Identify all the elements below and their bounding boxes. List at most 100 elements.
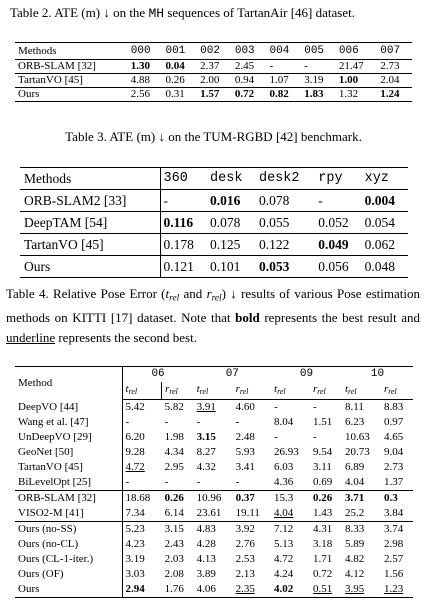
table-cell: 0.101 bbox=[207, 255, 256, 278]
table-cell: 1.00 bbox=[335, 73, 378, 88]
table-cell: 2.37 bbox=[197, 59, 232, 74]
method-name: ORB-SLAM [32] bbox=[15, 490, 123, 506]
table-cell: 4.04 bbox=[271, 505, 310, 522]
table-cell: 10.96 bbox=[196, 491, 222, 504]
table-row: ORB-SLAM [32] 1.30 0.04 2.37 2.45- -21.47 2.73 bbox=[15, 59, 412, 74]
cell-text: 0.049 bbox=[318, 237, 349, 252]
table-cell: 3.89 bbox=[196, 567, 216, 580]
table-caption: Table 2. ATE (m) ↓ on the MH sequences o… bbox=[10, 3, 420, 23]
method-name: ORB-SLAM [32] bbox=[15, 59, 128, 74]
column-subheader: trel bbox=[341, 382, 381, 400]
table-cell: 4.31 bbox=[312, 522, 333, 535]
table-cell: - bbox=[232, 474, 272, 491]
table-cell: 0.004 bbox=[361, 189, 408, 212]
method-name: Wang et al. [47] bbox=[15, 414, 123, 430]
method-name: Ours (no-SS) bbox=[15, 521, 123, 537]
caption-text: sequences of TartanAir [46] dataset. bbox=[164, 5, 355, 20]
table-cell: 0.31 bbox=[162, 87, 198, 102]
table-cell: 9.04 bbox=[383, 445, 404, 458]
table-cell: 18.68 bbox=[125, 491, 151, 504]
table: Method 06 07 09 10 trel rrel trel rrel trel rrel tr… bbox=[15, 366, 413, 598]
table-cell: 4.82 bbox=[344, 552, 365, 565]
table-cell: - bbox=[312, 400, 317, 413]
table-cell: 4.34 bbox=[164, 445, 184, 458]
column-header: 07 bbox=[225, 368, 239, 380]
table-cell: 20.73 bbox=[344, 445, 370, 458]
table-cell: 15.3 bbox=[274, 491, 294, 504]
cell-text: 3.71 bbox=[344, 491, 365, 504]
table-cell: - bbox=[235, 415, 240, 428]
subheader-subscript: rel bbox=[128, 386, 138, 396]
table-cell: 2.56 bbox=[127, 87, 163, 102]
table-cell: 3.15 bbox=[194, 430, 233, 445]
table-row: GeoNet [50] 9.28 4.34 8.27 5.93 26.93 9.54 20.7… bbox=[15, 444, 413, 460]
table-cell: 4.24 bbox=[274, 567, 294, 580]
table-cell: 4.23 bbox=[125, 537, 145, 550]
table-cell: 4.04 bbox=[341, 474, 381, 491]
table-cell: 3.95 bbox=[342, 582, 381, 598]
method-name: TartanVO [45] bbox=[15, 73, 128, 88]
table-row: Ours (CL-1-iter.) 3.19 2.03 4.13 2.53 4.72 1.7… bbox=[15, 551, 413, 567]
cell-text: 2.94 bbox=[125, 582, 145, 595]
cell-text: 1.57 bbox=[200, 88, 220, 100]
caption-text: underline bbox=[6, 330, 56, 346]
table-row: Ours 0.121 0.101 0.053 0.056 0.048 bbox=[20, 255, 408, 278]
table-cell: 2.73 bbox=[383, 460, 404, 473]
method-name: TartanVO [45] bbox=[20, 233, 161, 256]
table-cell: 5.23 bbox=[125, 522, 145, 535]
table-cell: 2.08 bbox=[164, 567, 184, 580]
table-cell: 2.95 bbox=[164, 460, 184, 473]
table-cell: 4.83 bbox=[196, 522, 216, 535]
caption-text: represents the second best. bbox=[55, 330, 197, 346]
table-cell: 3.15 bbox=[164, 522, 184, 535]
cell-text: 0.004 bbox=[364, 193, 395, 208]
cell-text: 0.51 bbox=[312, 582, 333, 595]
method-name: Ours bbox=[15, 581, 123, 598]
table-cell: 0.048 bbox=[361, 255, 408, 278]
table-cell: 1.07 bbox=[266, 73, 302, 88]
table-cell: 4.65 bbox=[383, 430, 404, 443]
table-cell: 5.82 bbox=[164, 400, 184, 413]
table-cell: 9.54 bbox=[312, 445, 333, 458]
table-cell: - bbox=[196, 415, 201, 428]
column-subheader: trel bbox=[122, 382, 163, 400]
cell-text: 0.116 bbox=[163, 215, 194, 230]
column-header: Methods bbox=[15, 42, 128, 60]
cell-text: 1.24 bbox=[380, 88, 400, 100]
method-name: Ours bbox=[15, 87, 128, 102]
table-cell: 0.82 bbox=[266, 87, 302, 102]
cell-text: 0.04 bbox=[165, 60, 185, 72]
table-cell: 1.24 bbox=[377, 87, 412, 102]
table-cell: 6.03 bbox=[274, 460, 294, 473]
cell-text: 0.016 bbox=[210, 193, 241, 208]
table: Methods 000 001 002 003 004 005 006 007 ORB-SLAM … bbox=[15, 42, 412, 102]
header-row: Methods 000 001 002 003 004 005 006 007 bbox=[15, 42, 412, 60]
cell-text: 0.72 bbox=[234, 88, 255, 100]
table-cell: 19.11 bbox=[232, 505, 272, 522]
table-cell: 2.48 bbox=[235, 430, 255, 443]
caption-text: rel bbox=[169, 293, 180, 304]
table-row: TartanVO [45] 0.178 0.125 0.122 0.049 0.062 bbox=[20, 233, 408, 256]
column-header: 10 bbox=[370, 368, 385, 380]
table-cell: 2.03 bbox=[164, 552, 184, 565]
table-cell: 4.06 bbox=[196, 582, 216, 595]
column-header: 000 bbox=[127, 42, 163, 60]
method-name: ORB-SLAM2 [33] bbox=[20, 189, 161, 212]
table-row: Ours (OF) 3.03 2.08 3.89 2.13 4.24 0.72 4.12 1.5… bbox=[15, 566, 413, 582]
column-header: desk bbox=[207, 167, 256, 190]
table-cell: 0.72 bbox=[312, 567, 333, 580]
table-cell: 0.016 bbox=[207, 189, 256, 212]
cell-text: 1.00 bbox=[338, 74, 359, 86]
table-cell: 7.34 bbox=[122, 505, 162, 522]
table-cell: 0.054 bbox=[361, 211, 408, 234]
table-cell: 0.26 bbox=[162, 73, 198, 88]
cell-text: 3.95 bbox=[344, 582, 365, 595]
method-name: Ours bbox=[20, 255, 161, 278]
table-cell: 10.63 bbox=[344, 430, 370, 443]
column-header: 005 bbox=[301, 42, 336, 60]
table-cell: 0.078 bbox=[255, 189, 316, 212]
table-cell: 2.57 bbox=[383, 552, 404, 565]
subheader-subscript: rel bbox=[317, 386, 326, 396]
method-name: GeoNet [50] bbox=[15, 444, 123, 460]
table-cell: 1.98 bbox=[164, 430, 184, 443]
